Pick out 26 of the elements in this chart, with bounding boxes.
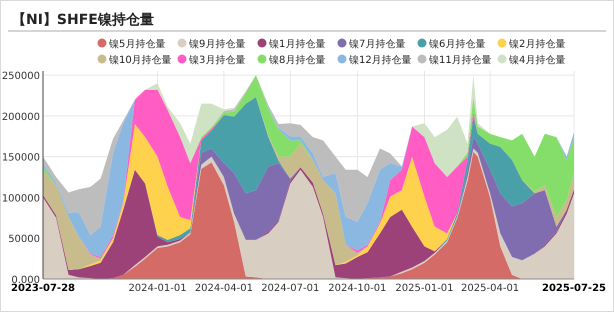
x-tick-label: 2023-07-28 [11,283,76,294]
legend-label: 镍8月持仓量 [268,54,326,66]
legend-label: 镍7月持仓量 [348,38,406,50]
legend-label: 镍5月持仓量 [108,38,166,50]
y-tick-label: 200000 [2,112,40,123]
legend-label: 镍6月持仓量 [428,38,486,50]
legend-label: 镍4月持仓量 [508,54,566,66]
x-tick-label: 2025-07-25 [542,283,606,294]
legend-label: 镍12月持仓量 [348,54,412,66]
y-tick-label: 100000 [2,193,40,204]
legend-label: 镍9月持仓量 [188,38,246,50]
x-tick-label: 2024-07-01 [261,283,320,294]
x-tick-label: 2025-04-01 [461,283,520,294]
x-tick-label: 2025-01-01 [395,283,454,294]
y-tick-label: 50000 [8,234,40,246]
y-tick-label: 150000 [2,152,40,164]
x-tick-label: 2024-04-01 [194,283,253,294]
legend-label: 镍11月持仓量 [428,54,492,66]
chart-title: 【NI】SHFE镍持仓量 [12,12,154,28]
legend-label: 镍1月持仓量 [268,38,326,50]
x-tick-label: 2024-10-01 [328,283,386,294]
x-tick-label: 2024-01-01 [128,283,187,294]
y-tick-label: 250000 [2,71,40,82]
legend-label: 镍2月持仓量 [508,38,566,50]
legend-label: 镍10月持仓量 [108,54,172,66]
legend-label: 镍3月持仓量 [188,54,246,66]
